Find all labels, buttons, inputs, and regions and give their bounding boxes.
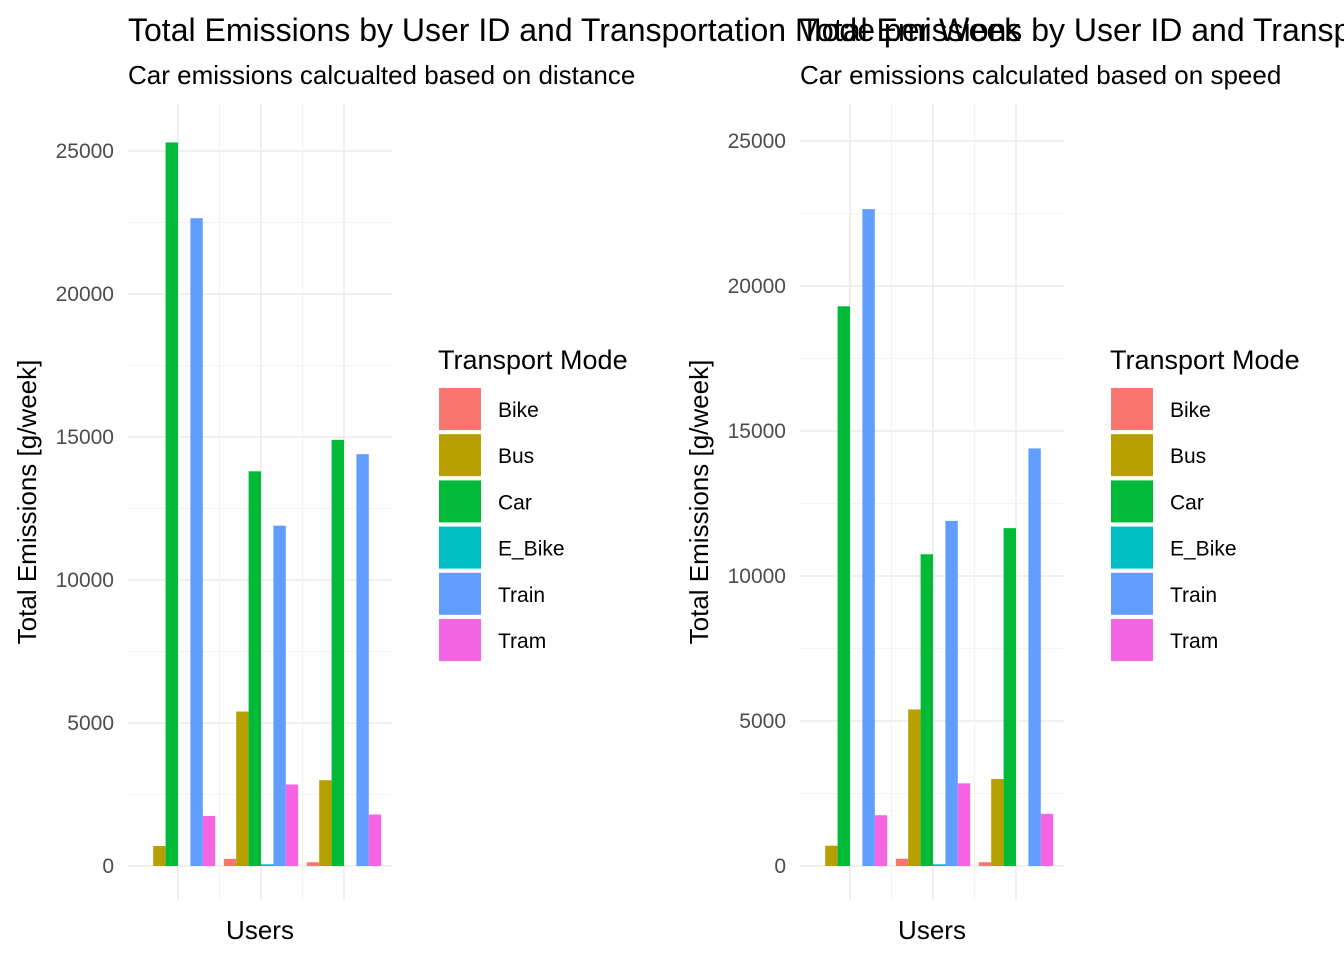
legend-key-bike (439, 388, 481, 430)
legend-key-train (439, 572, 481, 615)
y-tick-labels: 0 5000 10000 15000 20000 25000 (56, 140, 114, 878)
bar-user3-train (1028, 448, 1041, 866)
chart-title: Total Emissions by User ID and Transport… (800, 12, 1344, 48)
legend-title: Transport Mode (1110, 345, 1300, 375)
legend-label-tram: Tram (498, 630, 546, 653)
bar-user3-tram (1040, 813, 1054, 866)
x-axis-title: Users (898, 915, 966, 945)
y-tick-label: 20000 (728, 275, 786, 298)
bar-user3-car (331, 439, 344, 866)
y-tick-label: 0 (102, 855, 114, 878)
bars (153, 142, 382, 867)
legend-label-train: Train (1170, 584, 1217, 607)
bar-user2-bus (908, 709, 921, 866)
y-tick-label: 10000 (728, 565, 786, 588)
legend: Transport Mode Bike Bus Car E_Bike Train Tram (438, 345, 628, 661)
y-tick-label: 5000 (739, 710, 786, 733)
bar-user2-bike (895, 858, 909, 866)
chart-panel-2: 0 5000 10000 15000 20000 25000 Total Emissions… (684, 12, 1344, 945)
legend-label-car: Car (498, 491, 532, 514)
bar-user1-tram (874, 815, 888, 866)
legend-label-bike: Bike (498, 399, 539, 422)
legend-title: Transport Mode (438, 345, 628, 375)
legend: Transport Mode Bike Bus Car E_Bike Train Tram (1110, 345, 1300, 661)
bar-user3-bike (306, 862, 320, 866)
legend-key-tram (1111, 619, 1153, 661)
bar-user3-car (1003, 528, 1016, 866)
legend-label-car: Car (1170, 491, 1204, 514)
chart-subtitle: Car emissions calcualted based on distan… (128, 60, 635, 90)
bar-user1-train (862, 209, 875, 866)
legend-key-train (1111, 572, 1153, 615)
y-tick-labels: 0 5000 10000 15000 20000 25000 (728, 130, 786, 878)
bars (825, 209, 1054, 866)
bar-user2-car (920, 554, 933, 866)
bar-user1-bus (153, 845, 166, 866)
bar-user3-bus (991, 779, 1004, 866)
bar-user1-bus (825, 845, 838, 866)
y-tick-label: 10000 (56, 569, 114, 592)
bar-user1-car (837, 306, 850, 866)
bar-user2-train (945, 520, 958, 866)
y-tick-label: 0 (774, 855, 786, 878)
bar-user2-tram (285, 784, 299, 866)
legend-label-bus: Bus (498, 445, 534, 468)
bar-user2-car (248, 471, 261, 866)
legend-label-tram: Tram (1170, 630, 1218, 653)
legend-label-e_bike: E_Bike (1170, 538, 1237, 561)
y-tick-label: 20000 (56, 283, 114, 306)
y-tick-label: 25000 (728, 130, 786, 153)
bar-user2-e_bike (261, 864, 274, 866)
legend-key-e_bike (1111, 526, 1153, 569)
bar-user3-bus (319, 780, 332, 866)
bar-user1-train (190, 218, 203, 866)
bar-user3-tram (368, 814, 382, 866)
y-axis-title: Total Emissions [g/week] (684, 360, 714, 645)
chart-subtitle: Car emissions calculated based on speed (800, 60, 1281, 90)
bar-user1-tram (202, 815, 216, 866)
chart-title: Total Emissions by User ID and Transport… (128, 12, 1021, 48)
y-tick-label: 25000 (56, 140, 114, 163)
y-tick-label: 5000 (67, 712, 114, 735)
y-tick-label: 15000 (56, 426, 114, 449)
legend-key-e_bike (439, 526, 481, 569)
bar-user2-train (273, 525, 286, 866)
x-axis-title: Users (226, 915, 294, 945)
legend-label-bike: Bike (1170, 399, 1211, 422)
legend-key-car (1111, 480, 1153, 523)
bar-user2-e_bike (933, 864, 946, 866)
legend-label-bus: Bus (1170, 445, 1206, 468)
legend-key-bus (439, 434, 481, 477)
bar-user2-bus (236, 711, 249, 866)
legend-label-train: Train (498, 584, 545, 607)
chart-panel-1: 0 5000 10000 15000 20000 25000 Total Emissions… (12, 12, 1021, 945)
legend-key-tram (439, 619, 481, 661)
bar-user3-train (356, 454, 369, 866)
bar-user1-car (165, 142, 178, 867)
legend-key-bike (1111, 388, 1153, 430)
y-tick-label: 15000 (728, 420, 786, 443)
legend-key-car (439, 480, 481, 523)
legend-key-bus (1111, 434, 1153, 477)
legend-label-e_bike: E_Bike (498, 538, 565, 561)
bar-user2-bike (223, 858, 237, 866)
bar-user3-bike (978, 862, 992, 866)
y-axis-title: Total Emissions [g/week] (12, 360, 42, 645)
bar-user2-tram (957, 783, 971, 866)
